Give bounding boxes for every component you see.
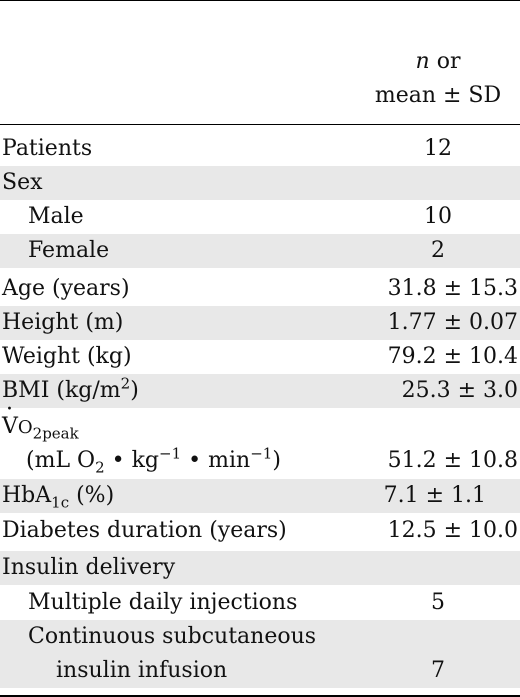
units-sup-2: −1	[250, 444, 273, 463]
units-text-d: )	[272, 448, 281, 473]
row-value: 7.1 ± 1.1	[383, 483, 486, 508]
row-label: Multiple daily injections	[28, 590, 298, 615]
row-label: VO2peak	[2, 393, 79, 445]
bmi-label-close: )	[130, 378, 139, 403]
row-value: 12	[424, 136, 452, 161]
vo2-o: O	[17, 417, 33, 438]
row-label: Height (m)	[2, 310, 124, 335]
bmi-label-superscript: 2	[120, 374, 131, 393]
row-label-units: (mL O2 • kg−1 • min−1)	[26, 444, 281, 478]
table-row-diabetes-duration: Diabetes duration (years) 12.5 ± 10.0	[0, 514, 520, 548]
table-row-height: Height (m) 1.77 ± 0.07	[0, 306, 520, 340]
column-header-or: or	[429, 49, 461, 74]
table-row-insulin-delivery: Insulin delivery	[0, 551, 520, 585]
table-row-weight: Weight (kg) 79.2 ± 10.4	[0, 340, 520, 374]
units-sup-1: −1	[159, 444, 182, 463]
table-row-csii: Continuous subcutaneous insulin infusion…	[0, 620, 520, 688]
row-value: 31.8 ± 15.3	[387, 276, 518, 301]
table-row-vo2peak: VO2peak (mL O2 • kg−1 • min−1) 51.2 ± 10…	[0, 393, 520, 478]
table-row-sex: Sex	[0, 166, 520, 200]
units-sub: 2	[95, 458, 105, 477]
table-row-male: Male 10	[0, 200, 520, 234]
table-row-patients: Patients 12	[0, 132, 520, 166]
units-text-b: • kg	[104, 448, 160, 473]
row-label: HbA1c (%)	[2, 479, 114, 513]
units-text-c: • min	[181, 448, 251, 473]
column-header-line-1: n or	[358, 45, 518, 79]
row-value: 2	[431, 238, 445, 263]
bmi-label-text: BMI (kg/m	[2, 378, 121, 403]
row-value: 7	[431, 658, 445, 683]
row-label: Female	[28, 238, 110, 263]
row-label: Insulin delivery	[2, 555, 176, 580]
row-label: Weight (kg)	[2, 344, 132, 369]
row-value: 12.5 ± 10.0	[387, 518, 518, 543]
row-label: Age (years)	[2, 276, 130, 301]
vo2-v-dotted: V	[2, 393, 18, 444]
row-label: Diabetes duration (years)	[2, 518, 287, 543]
hba1c-subscript: 1c	[51, 493, 70, 512]
row-value: 1.77 ± 0.07	[387, 310, 518, 335]
table-row-mdi: Multiple daily injections 5	[0, 586, 520, 620]
hba1c-unit: (%)	[69, 483, 115, 508]
vo2-subscript: 2peak	[32, 424, 79, 443]
row-label-line-2: insulin infusion	[56, 658, 228, 683]
units-text-a: (mL O	[26, 448, 96, 473]
table-row-hba1c: HbA1c (%) 7.1 ± 1.1	[0, 479, 520, 513]
row-value: 5	[431, 590, 445, 615]
table-row-age: Age (years) 31.8 ± 15.3	[0, 272, 520, 306]
row-value: 79.2 ± 10.4	[387, 344, 518, 369]
row-value: 51.2 ± 10.8	[387, 448, 518, 473]
row-value: 10	[424, 204, 452, 229]
column-header-n: n	[415, 49, 430, 74]
row-value: 25.3 ± 3.0	[401, 378, 518, 403]
row-label: Male	[28, 204, 84, 229]
column-header-line-2: mean ± SD	[374, 83, 502, 108]
row-label: BMI (kg/m2)	[2, 374, 139, 408]
row-label: Patients	[2, 136, 93, 161]
table-row-bmi: BMI (kg/m2) 25.3 ± 3.0	[0, 374, 520, 408]
table-header: n or mean ± SD	[0, 1, 520, 125]
row-label: Continuous subcutaneous	[28, 624, 317, 649]
row-label: Sex	[2, 170, 43, 195]
hba1c-text: HbA	[2, 483, 52, 508]
table-row-female: Female 2	[0, 234, 520, 268]
